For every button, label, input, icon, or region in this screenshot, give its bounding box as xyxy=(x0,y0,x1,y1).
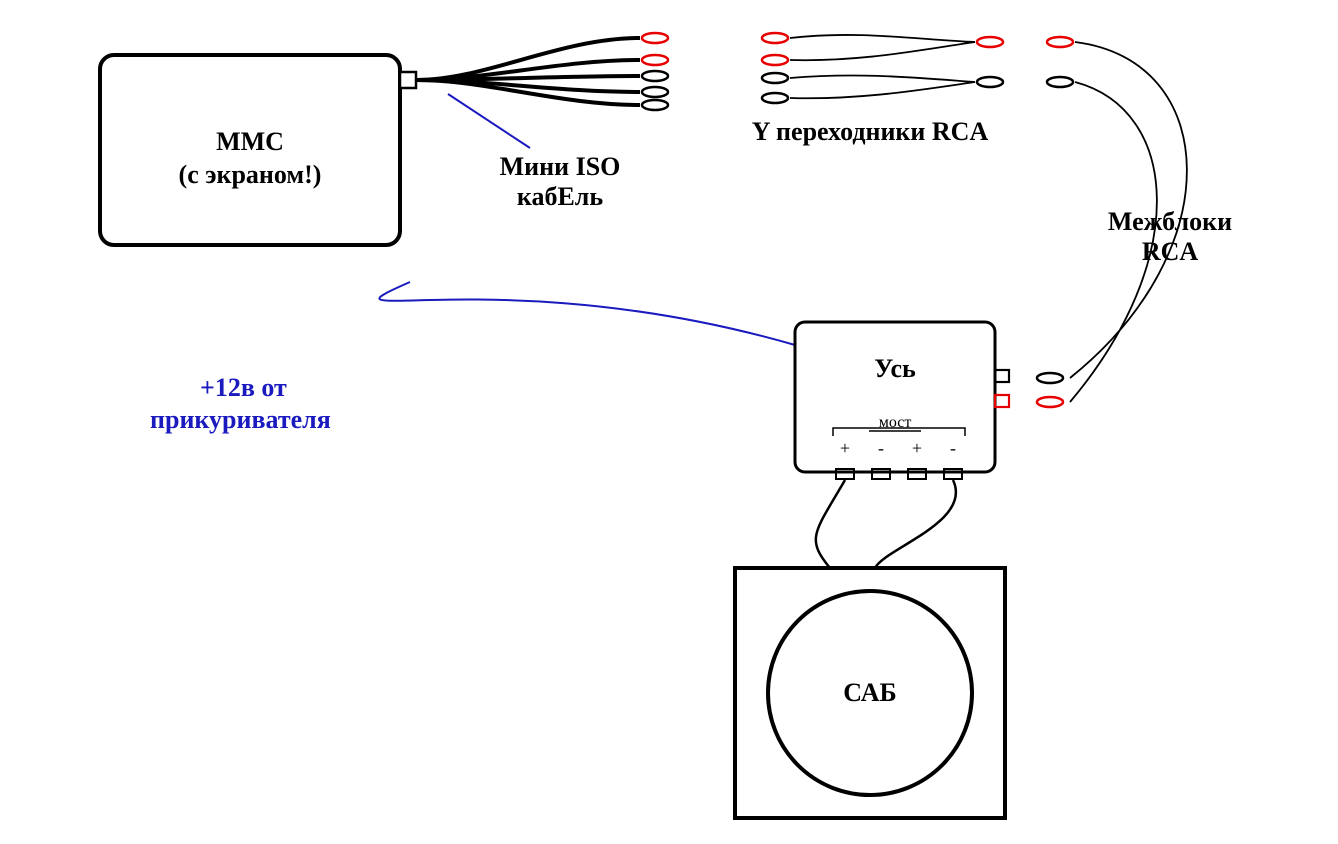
speaker-wire xyxy=(875,480,956,568)
svg-text:-: - xyxy=(950,438,956,458)
svg-text:+: + xyxy=(912,438,922,458)
svg-text:-: - xyxy=(878,438,884,458)
svg-text:ММС: ММС xyxy=(216,127,284,156)
amplifier-box xyxy=(795,322,995,472)
mini-iso-wire xyxy=(416,38,640,80)
svg-text:САБ: САБ xyxy=(843,678,896,707)
wiring-diagram: ММС (с экраном!) Мини ISOкабЕль Y переходни… xyxy=(0,0,1338,844)
svg-text:RCA: RCA xyxy=(1142,237,1199,266)
svg-text:Усь: Усь xyxy=(874,354,916,383)
svg-text:+: + xyxy=(840,438,850,458)
svg-text:(с экраном!): (с экраном!) xyxy=(179,160,322,189)
power-remote-wire xyxy=(379,282,795,345)
svg-text:Мини ISO: Мини ISO xyxy=(500,152,621,181)
mini-iso-port xyxy=(400,72,416,88)
svg-text:+12в от: +12в от xyxy=(200,373,287,402)
speaker-wire xyxy=(816,480,845,568)
svg-text:кабЕль: кабЕль xyxy=(517,182,604,211)
svg-text:Межблоки: Межблоки xyxy=(1108,207,1232,236)
mini-iso-pointer xyxy=(448,94,530,148)
svg-text:прикуривателя: прикуривателя xyxy=(150,405,331,434)
svg-text:Y переходники RCA: Y переходники RCA xyxy=(752,117,989,146)
